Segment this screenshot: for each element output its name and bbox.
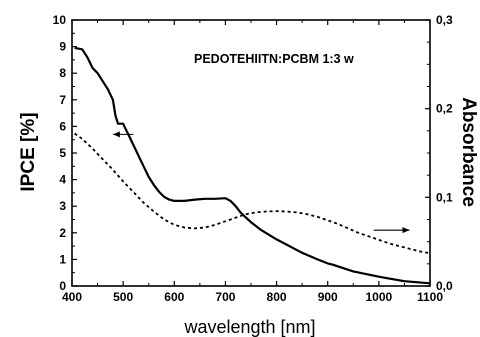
ticks: 400 500 600 700 800 900 1000 1100 0 1 2 3 4 5 6 7 8 9 10 0,…	[53, 13, 453, 304]
y-tick-label: 4	[59, 173, 66, 187]
x-tick-label: 400	[62, 290, 82, 304]
y2-tick-label: 0,1	[436, 190, 453, 204]
y-tick-label: 2	[59, 226, 66, 240]
x-tick-label: 1100	[417, 290, 443, 304]
y-tick-label: 0	[59, 279, 66, 293]
x-tick-label: 500	[113, 290, 133, 304]
y-tick-label: 5	[59, 146, 66, 160]
chart-annotation: PEDOTEHIITN:PCBM 1:3 w	[194, 52, 354, 66]
x-tick-label: 600	[164, 290, 184, 304]
y2-tick-label: 0,0	[436, 279, 453, 293]
y2-tick-label: 0,3	[436, 13, 453, 27]
x-tick-label: 900	[318, 290, 338, 304]
x-tick-label: 700	[215, 290, 235, 304]
y-tick-label: 8	[59, 66, 66, 80]
y-tick-label: 3	[59, 199, 66, 213]
y-tick-label: 9	[59, 40, 66, 54]
x-axis-title: wavelength [nm]	[183, 317, 315, 337]
y2-tick-label: 0,2	[436, 102, 453, 116]
plot-content	[74, 46, 431, 285]
x-tick-label: 1000	[366, 290, 393, 304]
y-axis-title: IPCE [%]	[18, 112, 39, 191]
y-tick-label: 10	[53, 13, 67, 27]
y-tick-label: 1	[59, 252, 66, 266]
right-arrow-head	[402, 227, 410, 234]
x-tick-label: 800	[267, 290, 287, 304]
ipce-series-line	[74, 46, 431, 285]
y-tick-label: 7	[59, 93, 66, 107]
y-tick-label: 6	[59, 119, 66, 133]
y2-axis-title: Absorbance	[458, 97, 479, 207]
absorbance-series-line	[74, 132, 431, 255]
left-arrow-head	[112, 131, 120, 138]
